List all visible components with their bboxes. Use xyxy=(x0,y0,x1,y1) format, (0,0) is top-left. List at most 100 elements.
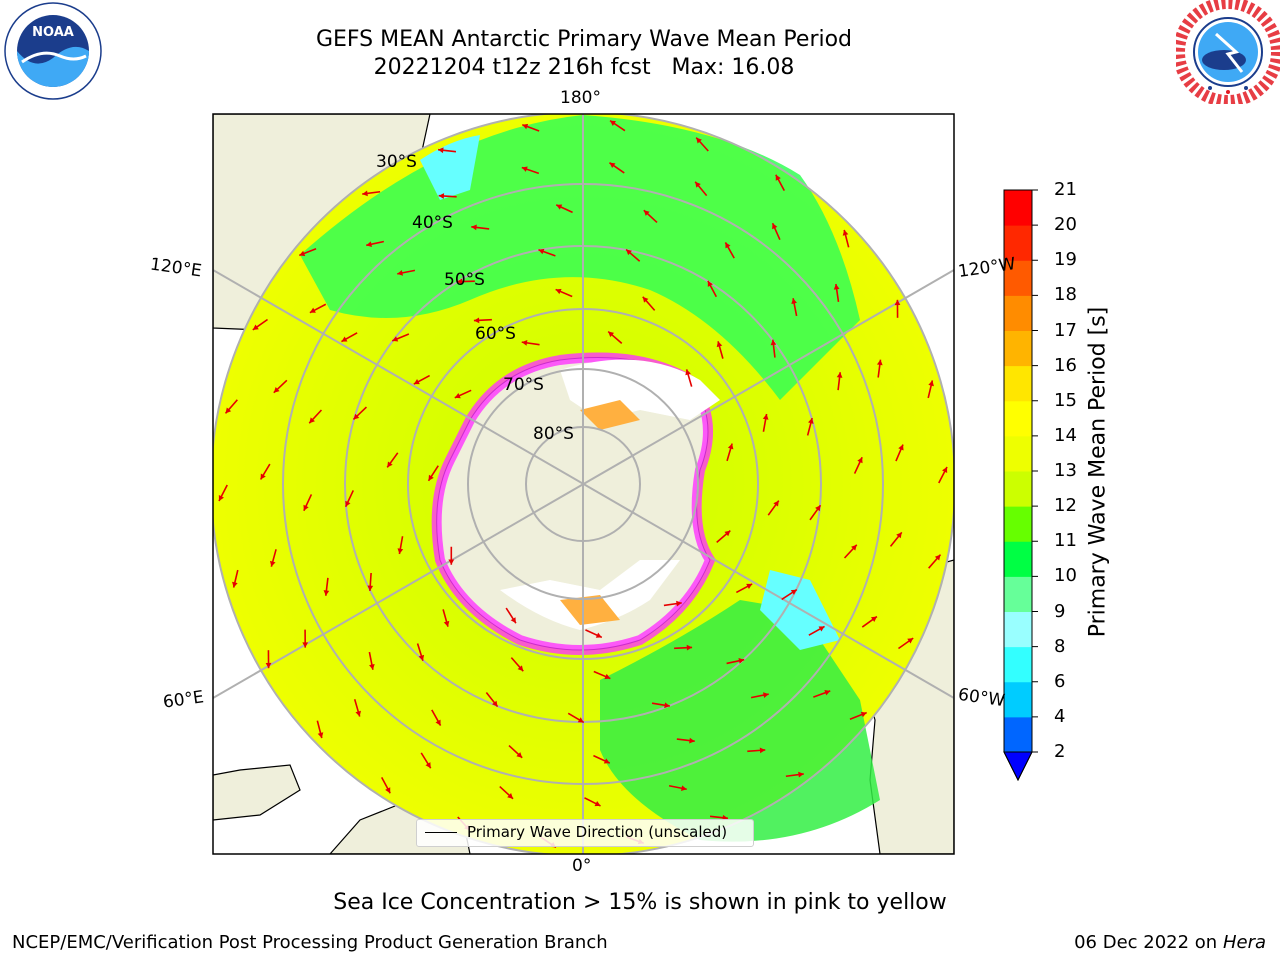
wave-arrow-head xyxy=(860,711,867,718)
wave-arrow-head xyxy=(934,554,941,561)
wave-arrow-head xyxy=(790,589,797,595)
wave-arrow-head xyxy=(833,284,840,290)
colorbar-segment xyxy=(1004,190,1032,226)
wave-arrow-head xyxy=(604,673,611,680)
lat-label-40s: 40°S xyxy=(412,213,453,233)
wave-arrow-head xyxy=(686,644,693,651)
noaa-logo-text: NOAA xyxy=(32,25,74,40)
colorbar-segment xyxy=(1004,506,1032,542)
wave-arrow-head xyxy=(353,413,360,420)
wave-arrow-head xyxy=(842,229,849,236)
wave-arrow-head xyxy=(556,204,563,210)
colorbar-segment xyxy=(1004,471,1032,507)
colorbar-segment xyxy=(1004,716,1032,753)
wave-arrow-head xyxy=(269,560,276,567)
wave-arrow-head xyxy=(928,380,934,387)
wave-arrow-head xyxy=(355,710,361,717)
caption-text: Sea Ice Concentration > 15% is shown in … xyxy=(333,890,947,915)
colorbar-segment xyxy=(1004,365,1032,402)
wave-arrow-head xyxy=(367,585,374,591)
wave-arrow-head xyxy=(317,732,324,739)
wave-arrow-head xyxy=(538,248,545,255)
wave-direction-arrows xyxy=(218,119,948,849)
colorbar-tick-label: 8 xyxy=(1054,635,1066,657)
wave-arrow-head xyxy=(252,324,259,330)
lat-label-50s: 50°S xyxy=(444,270,485,290)
wave-arrow-head xyxy=(857,457,863,464)
chart-title: GEFS MEAN Antarctic Primary Wave Mean Pe… xyxy=(315,27,853,52)
sea-ice-white xyxy=(500,359,720,630)
footer-host: Hera xyxy=(1222,932,1266,953)
wave-arrow-head xyxy=(521,166,528,172)
colorbar-extend-min xyxy=(1003,751,1033,782)
wave-arrow-head xyxy=(232,581,238,588)
wave-arrow-head xyxy=(762,414,769,420)
wave-arrow-head xyxy=(303,504,309,511)
wave-arrow-head xyxy=(685,369,691,376)
footer-branch: NCEP/EMC/Verification Post Processing Pr… xyxy=(12,932,608,953)
wave-arrow-head xyxy=(273,386,280,393)
sea-ice-ring xyxy=(431,352,716,655)
wave-arrow-head xyxy=(438,147,444,154)
wave-arrow-head xyxy=(309,417,315,424)
wave-arrow-head xyxy=(808,418,814,424)
colorbar-label: Primary Wave Mean Period [s] xyxy=(1085,306,1111,638)
sea-ice-caption: Sea Ice Concentration > 15% is shown in … xyxy=(0,890,1280,915)
colorbar-segment xyxy=(1004,611,1032,648)
wave-arrow-head xyxy=(664,702,670,709)
wave-arrow-head xyxy=(725,242,731,249)
wave-arrow-head xyxy=(507,793,514,799)
wave-arrow-head xyxy=(738,657,745,664)
wave-arrow-head xyxy=(689,737,695,744)
footer-date-text: 06 Dec 2022 on xyxy=(1074,932,1218,953)
colorbar-tick-label: 18 xyxy=(1054,284,1077,306)
wave-arrow-head xyxy=(815,505,821,512)
wave-arrow-head xyxy=(775,174,781,181)
wave-arrow-head xyxy=(309,307,316,313)
colorbar-tick-label: 21 xyxy=(1054,179,1077,200)
wave-arrow-head xyxy=(746,583,753,589)
wave-arrow-head xyxy=(517,665,524,672)
wave-arrow-head xyxy=(595,632,602,638)
wave-arrow-head xyxy=(798,771,804,778)
wave-arrow-head xyxy=(516,752,523,758)
wave-arrow-head xyxy=(385,787,391,794)
wave-arrow-head xyxy=(727,443,734,450)
colorbar-segment xyxy=(1004,295,1032,331)
noaa-logo: NOAA xyxy=(4,2,102,100)
colorbar-tick-label: 9 xyxy=(1054,600,1066,622)
footer-date: 06 Dec 2022 on Hera xyxy=(1074,932,1266,953)
colorbar-segment xyxy=(1004,646,1032,683)
wave-arrow-head xyxy=(716,341,723,348)
colorbar xyxy=(1003,189,1038,782)
wave-arrow-head xyxy=(425,762,431,769)
wave-arrow-head xyxy=(397,270,403,276)
sea-ice-orange xyxy=(560,400,640,625)
colorbar-tick-label: 2 xyxy=(1054,741,1066,762)
wave-arrow-head xyxy=(763,692,769,698)
green-band-atlantic xyxy=(600,600,880,842)
wave-arrow-head xyxy=(428,474,434,481)
graticule xyxy=(213,114,954,854)
colorbar-tick-label: 13 xyxy=(1054,460,1077,481)
wave-arrow-head xyxy=(724,530,731,537)
colorbar-segment xyxy=(1004,330,1032,367)
wave-arrow-head xyxy=(942,467,948,474)
wave-arrow-head xyxy=(510,617,516,624)
colorbar-segment xyxy=(1004,260,1032,296)
wave-arrow-head xyxy=(435,719,441,726)
wave-arrow-head xyxy=(695,181,701,188)
colorbar-tick-label: 10 xyxy=(1054,565,1077,587)
lat-label-30s: 30°S xyxy=(376,152,417,172)
lat-label-70s: 70°S xyxy=(503,375,544,395)
lat-label-80s: 80°S xyxy=(533,424,574,444)
wave-arrow-head xyxy=(898,444,904,451)
wave-arrow-head xyxy=(448,559,455,565)
wave-arrow-head xyxy=(492,700,498,707)
wave-arrow-head xyxy=(418,654,425,661)
colorbar-tick-label: 16 xyxy=(1054,354,1077,376)
wave-arrow-head xyxy=(438,193,445,199)
chart-subtitle: 20221204 t12z 216h fcst Max: 16.08 xyxy=(373,55,795,80)
wave-arrow-head xyxy=(323,590,330,596)
wave-arrow-head xyxy=(473,317,480,324)
